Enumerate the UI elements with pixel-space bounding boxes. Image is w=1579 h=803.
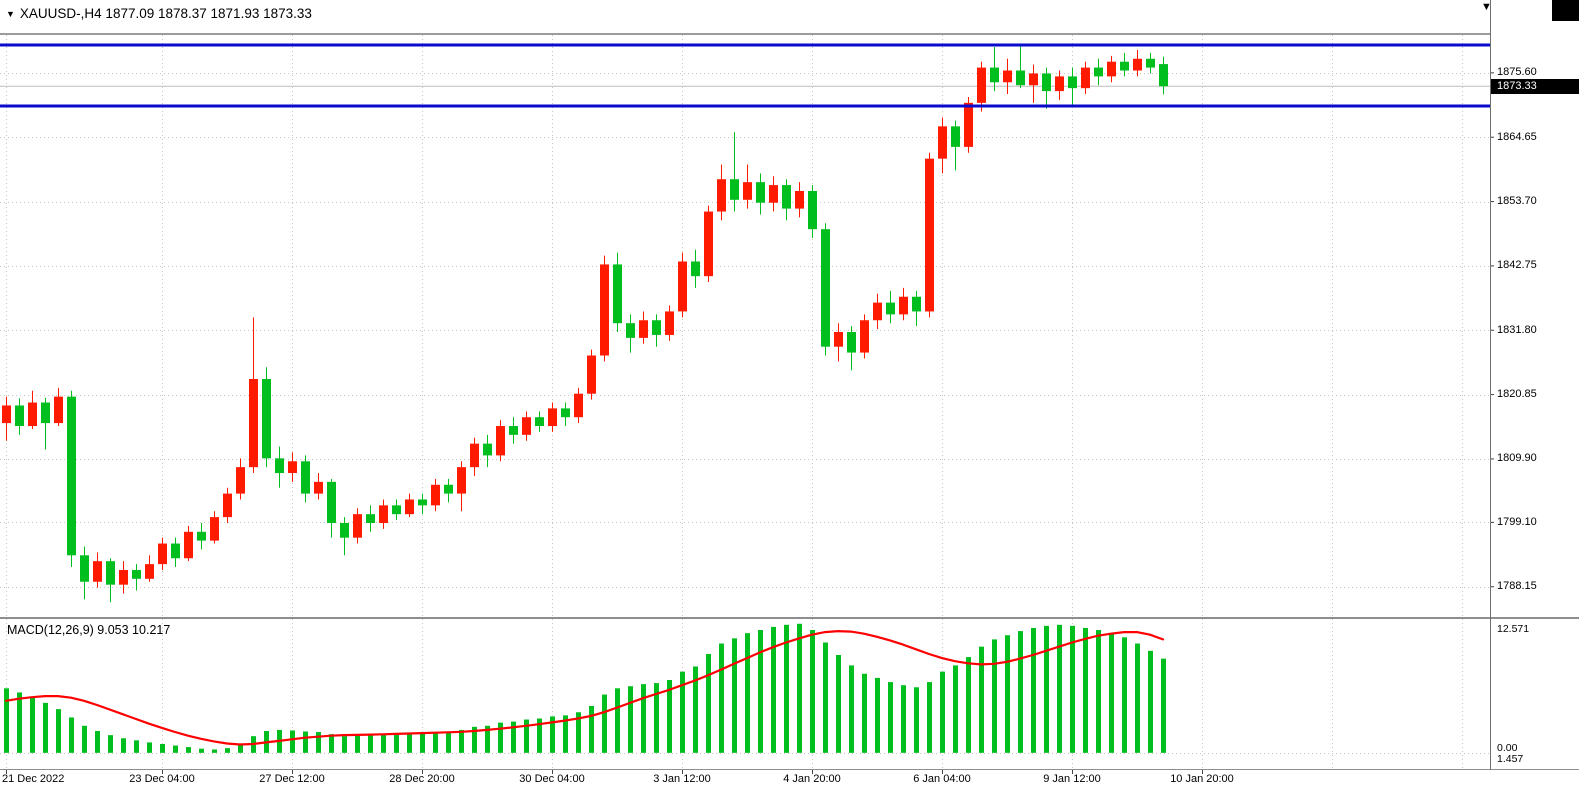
macd-axis-max-label: 12.571: [1497, 623, 1530, 635]
price-axis[interactable]: [1491, 0, 1579, 770]
macd-axis-zero-label: 0.00: [1497, 742, 1518, 754]
pane-separator[interactable]: [0, 617, 1579, 619]
corner-block: [1552, 0, 1579, 21]
chart-shift-icon[interactable]: ▼: [1481, 1, 1492, 13]
price-scale-divider: [1490, 0, 1491, 770]
current-price-badge: 1873.33: [1491, 79, 1579, 94]
chart-menu-triangle-icon[interactable]: ▼: [6, 9, 15, 19]
time-axis-separator: [0, 769, 1579, 770]
hline-price-badge-low: 1870.00: [1497, 99, 1537, 111]
time-axis[interactable]: [0, 770, 1579, 803]
macd-axis-min-label: 1.457: [1497, 753, 1524, 765]
macd-indicator-label: MACD(12,26,9) 9.053 10.217: [7, 623, 171, 637]
hline-price-badge-high: 1880.36: [1497, 38, 1537, 50]
symbol-ohlc-text: XAUUSD-,H4 1877.09 1878.37 1871.93 1873.…: [19, 6, 312, 21]
ohlc-readout: ▼ XAUUSD-,H4 1877.09 1878.37 1871.93 1873…: [6, 6, 312, 21]
